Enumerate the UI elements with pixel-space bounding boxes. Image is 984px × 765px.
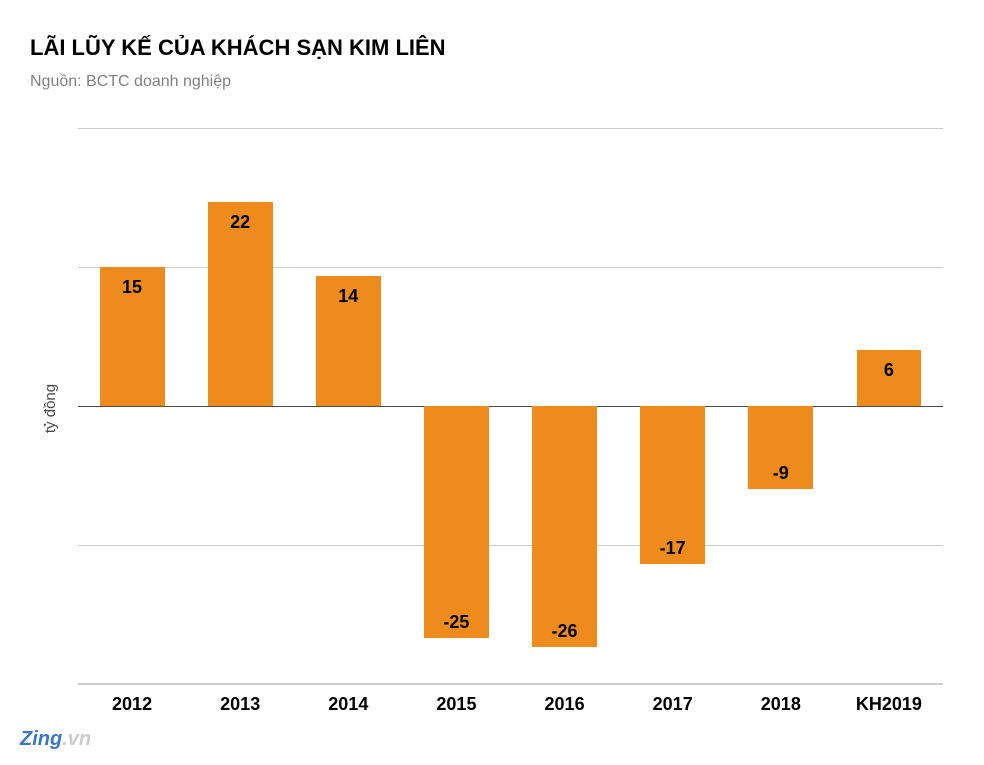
watermark: Zing.vn: [20, 728, 91, 751]
bar-2014: 14: [316, 128, 381, 684]
chart-title: LÃI LŨY KẾ CỦA KHÁCH SẠN KIM LIÊN: [30, 35, 954, 61]
x-tick-label: 2018: [727, 694, 835, 715]
bar-2018: -9: [748, 128, 813, 684]
watermark-vn: .vn: [62, 728, 91, 750]
bar-2017: -17: [640, 128, 705, 684]
bar-value-label: -26: [532, 621, 597, 642]
bar-value-label: 15: [100, 277, 165, 298]
bar-KH2019: 6: [857, 128, 922, 684]
x-tick-label: 2013: [186, 694, 294, 715]
x-axis-line: [78, 683, 943, 684]
x-tick-label: 2015: [402, 694, 510, 715]
bar-value-label: -9: [748, 463, 813, 484]
bar-value-label: -17: [640, 538, 705, 559]
chart-subtitle: Nguồn: BCTC doanh nghiệp: [30, 73, 954, 91]
bar-value-label: 14: [316, 286, 381, 307]
bar-value-label: 22: [208, 212, 273, 233]
bar-2012: 15: [100, 128, 165, 684]
bar-value-label: 6: [857, 360, 922, 381]
y-axis-label: tỷ đồng: [42, 384, 59, 433]
x-tick-label: KH2019: [835, 694, 943, 715]
bar-2016: -26: [532, 128, 597, 684]
x-tick-label: 2016: [511, 694, 619, 715]
bar-value-label: -25: [424, 612, 489, 633]
x-tick-label: 2014: [294, 694, 402, 715]
bar-2015: -25: [424, 128, 489, 684]
x-tick-label: 2012: [78, 694, 186, 715]
x-tick-label: 2017: [619, 694, 727, 715]
plot-area: 15 22 14 -25 -26 -17 -9 6: [78, 128, 943, 684]
watermark-zing: Zing: [20, 728, 62, 750]
x-axis-labels: 2012201320142015201620172018KH2019: [78, 694, 943, 724]
bar-2013: 22: [208, 128, 273, 684]
